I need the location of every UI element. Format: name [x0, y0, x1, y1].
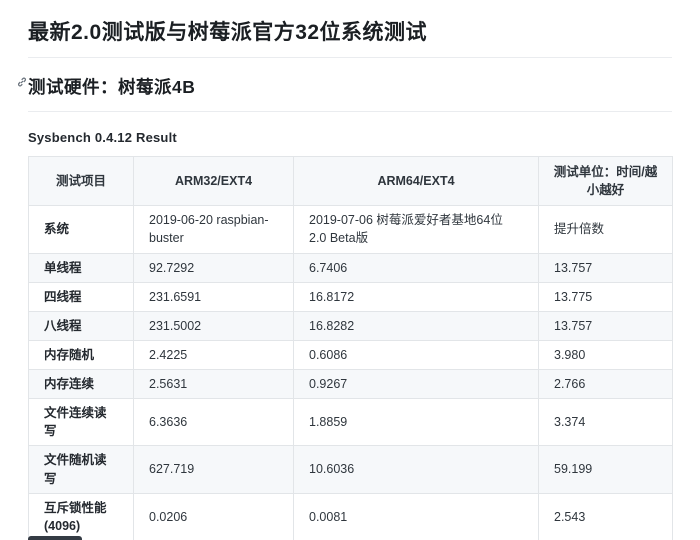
row-label-cell: 八线程: [28, 310, 134, 341]
value-cell: 13.757: [538, 252, 673, 283]
partial-code-block: [28, 536, 82, 540]
table-row: 文件随机读写 627.719 10.6036 59.199: [28, 445, 673, 494]
value-cell: 231.6591: [133, 281, 294, 312]
section-heading: 测试硬件：树莓派4B: [17, 74, 672, 112]
page-title: 最新2.0测试版与树莓派官方32位系统测试: [28, 0, 672, 58]
table-row: 四线程 231.6591 16.8172 13.775: [28, 281, 673, 312]
table-row: 八线程 231.5002 16.8282 13.757: [28, 310, 673, 341]
column-header: 测试项目: [28, 155, 134, 207]
value-cell: 13.775: [538, 281, 673, 312]
column-header: ARM64/EXT4: [293, 155, 539, 207]
value-cell: 10.6036: [293, 445, 539, 494]
value-cell: 0.0081: [293, 492, 539, 540]
row-label-cell: 内存连续: [28, 368, 134, 400]
row-label-cell: 互斥锁性能 (4096): [28, 492, 134, 540]
row-label-cell: 单线程: [28, 252, 134, 283]
section-heading-text: 测试硬件：树莓派4B: [28, 77, 196, 97]
value-cell: 16.8282: [293, 310, 539, 341]
link-icon[interactable]: [17, 77, 27, 87]
value-cell: 627.719: [133, 445, 294, 494]
value-cell: 2019-07-06 树莓派爱好者基地64位 2.0 Beta版: [293, 205, 539, 254]
value-cell: 2019-06-20 raspbian-buster: [133, 205, 294, 254]
value-cell: 59.199: [538, 445, 673, 494]
value-cell: 2.5631: [133, 368, 294, 400]
value-cell: 2.4225: [133, 339, 294, 371]
value-cell: 3.374: [538, 398, 673, 447]
table-row: 单线程 92.7292 6.7406 13.757: [28, 252, 673, 283]
result-subheading: Sysbench 0.4.12 Result: [28, 130, 177, 145]
value-cell: 6.7406: [293, 252, 539, 283]
table-row: 测试项目 ARM32/EXT4 ARM64/EXT4 测试单位：时间/越小越好: [28, 155, 673, 207]
value-cell: 提升倍数: [538, 205, 673, 254]
table-row: 内存随机 2.4225 0.6086 3.980: [28, 339, 673, 371]
benchmark-table: 测试项目 ARM32/EXT4 ARM64/EXT4 测试单位：时间/越小越好 系统 2…: [28, 155, 673, 540]
table-row: 文件连续读写 6.3636 1.8859 3.374: [28, 398, 673, 447]
row-label-cell: 系统: [28, 205, 134, 254]
article-content: 最新2.0测试版与树莓派官方32位系统测试 测试硬件：树莓派4B Sysbenc…: [17, 0, 673, 540]
value-cell: 16.8172: [293, 281, 539, 312]
value-cell: 1.8859: [293, 398, 539, 447]
row-label-cell: 内存随机: [28, 339, 134, 371]
table-row: 内存连续 2.5631 0.9267 2.766: [28, 368, 673, 400]
value-cell: 92.7292: [133, 252, 294, 283]
value-cell: 3.980: [538, 339, 673, 371]
column-header: 测试单位：时间/越小越好: [538, 155, 673, 207]
table-row: 系统 2019-06-20 raspbian-buster 2019-07-06 树…: [28, 205, 673, 254]
table-header-row: 测试项目 ARM32/EXT4 ARM64/EXT4 测试单位：时间/越小越好: [28, 155, 673, 207]
table-body: 系统 2019-06-20 raspbian-buster 2019-07-06 树…: [28, 205, 673, 540]
table-row: 互斥锁性能 (4096) 0.0206 0.0081 2.543: [28, 492, 673, 540]
value-cell: 2.766: [538, 368, 673, 400]
value-cell: 2.543: [538, 492, 673, 540]
column-header: ARM32/EXT4: [133, 155, 294, 207]
row-label-cell: 文件连续读写: [28, 398, 134, 447]
value-cell: 0.0206: [133, 492, 294, 540]
value-cell: 231.5002: [133, 310, 294, 341]
value-cell: 13.757: [538, 310, 673, 341]
value-cell: 6.3636: [133, 398, 294, 447]
row-label-cell: 文件随机读写: [28, 445, 134, 494]
value-cell: 0.6086: [293, 339, 539, 371]
row-label-cell: 四线程: [28, 281, 134, 312]
value-cell: 0.9267: [293, 368, 539, 400]
